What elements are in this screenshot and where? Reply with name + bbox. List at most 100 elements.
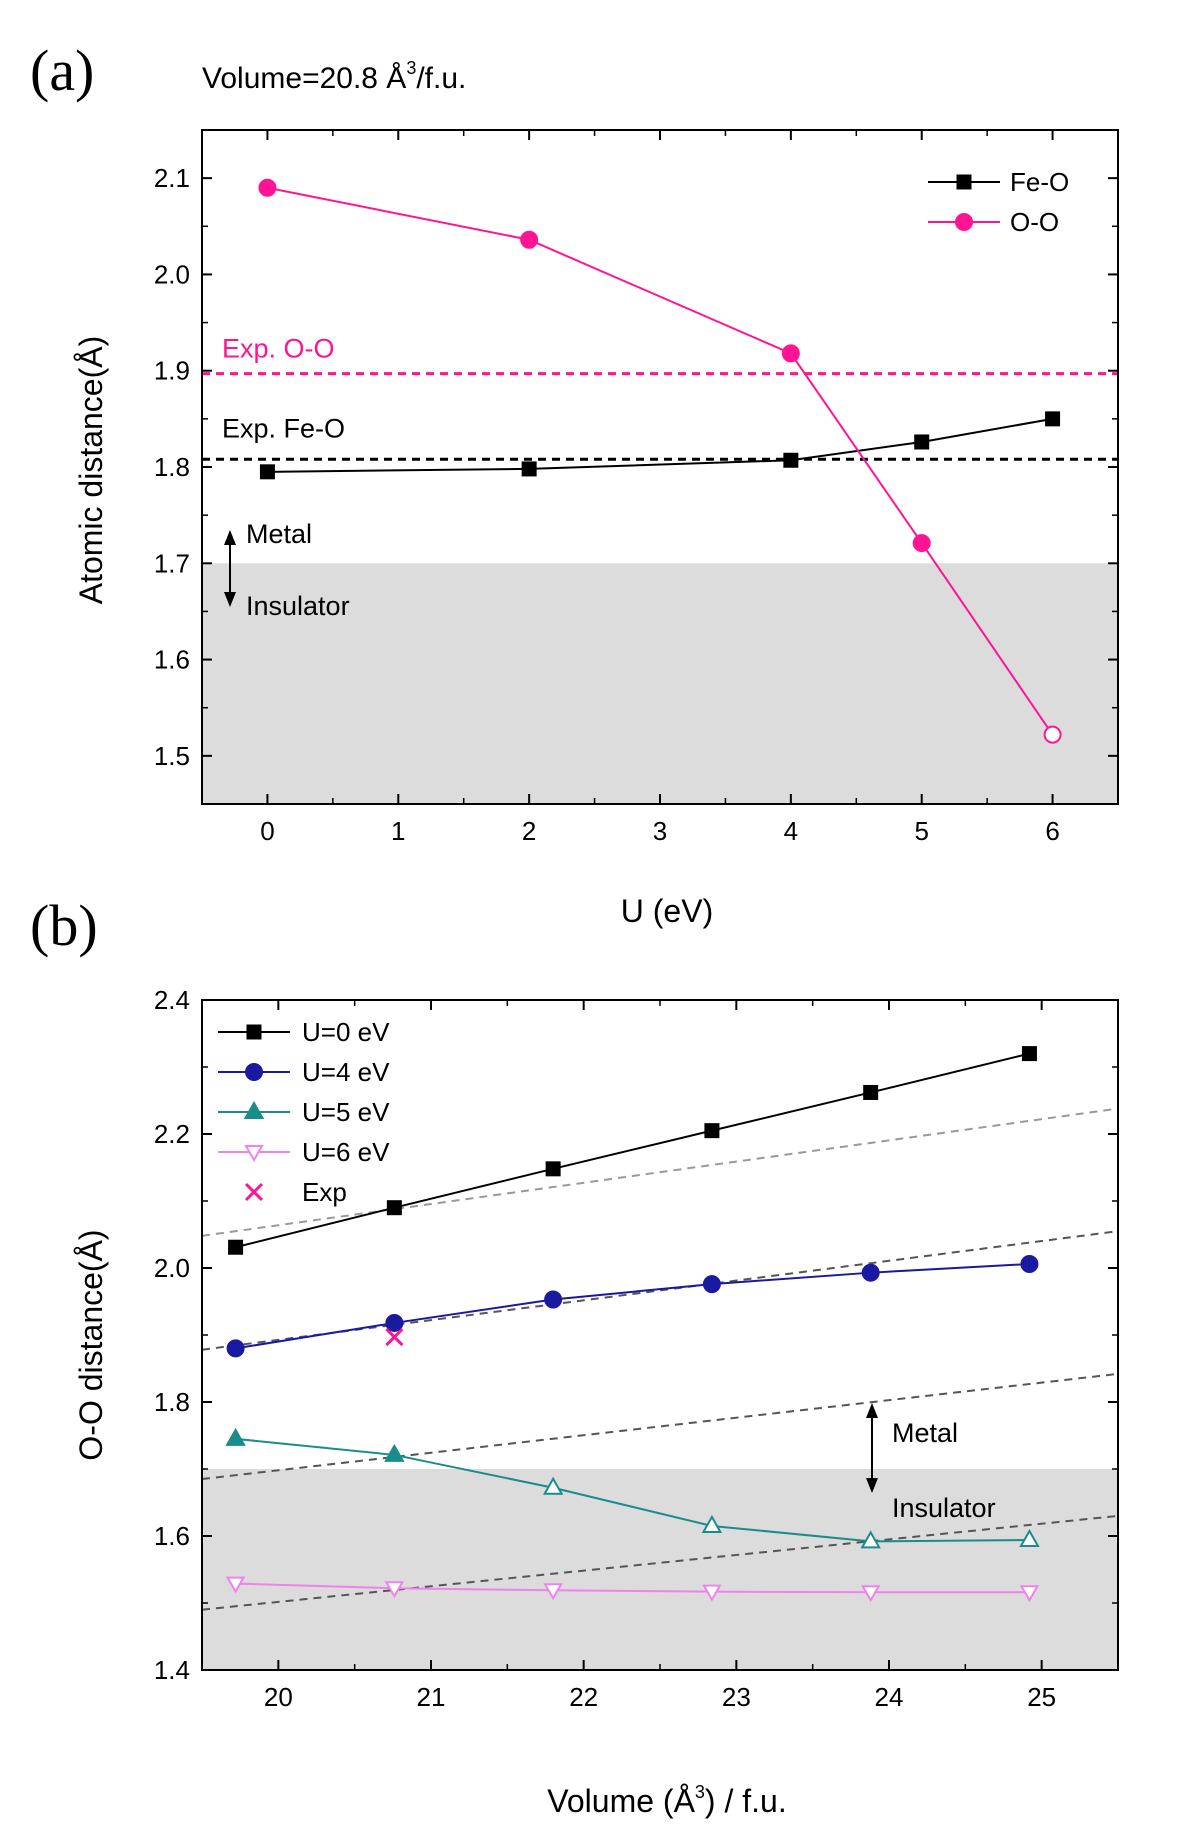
x-tick-label: 23: [722, 1682, 751, 1712]
U=4 eV-point: [385, 1313, 404, 1332]
panel-a-label: (a): [30, 38, 94, 103]
U=0 eV-point: [863, 1084, 879, 1100]
panel-b-label: (b): [30, 893, 98, 958]
U=0 eV-line: [235, 1052, 1030, 1249]
x-axis-title: Volume (Å3) / f.u.: [547, 1782, 786, 1819]
U=5 eV-point: [1019, 1528, 1040, 1548]
x-tick-label: 4: [784, 816, 798, 846]
x-axis-title: U (eV): [621, 893, 713, 929]
U=4 eV-point: [702, 1275, 721, 1294]
U=5 eV-point: [860, 1530, 881, 1549]
x-tick-label: 21: [417, 1682, 446, 1712]
y-tick-label: 1.6: [154, 1521, 190, 1551]
U=4 eV-point: [226, 1339, 245, 1358]
y-tick-label: 2.1: [154, 163, 190, 193]
U=6 eV-point: [860, 1585, 881, 1603]
U=4 eV-point: [1020, 1254, 1039, 1273]
subtitle-tail: /f.u.: [416, 62, 466, 95]
x-tick-label: 20: [264, 1682, 293, 1712]
metal-insulator-arrow: [224, 530, 236, 607]
xlabel-sup: 3: [695, 1782, 705, 1802]
metal-label: Metal: [892, 1418, 958, 1448]
O-O-point: [781, 344, 800, 363]
y-tick-label: 2.2: [154, 1119, 190, 1149]
y-tick-label: 1.8: [154, 452, 190, 482]
y-tick-label: 1.8: [154, 1387, 190, 1417]
exp-oo-label: Exp. O-O: [222, 334, 335, 364]
U=6 eV-line: [235, 1582, 1030, 1594]
O-O-point: [1043, 725, 1062, 744]
x-tick-label: 1: [391, 816, 405, 846]
U=6 eV-point: [543, 1583, 563, 1601]
y-tick-label: 1.5: [154, 741, 190, 771]
Fe-O-point: [259, 464, 275, 480]
U=5 eV-line: [235, 1437, 1030, 1543]
panel-a-subtitle: Volume=20.8 Å3/f.u.: [202, 58, 466, 95]
subtitle-main: Volume=20.8 Å: [202, 62, 406, 95]
x-tick-label: 3: [653, 816, 667, 846]
U=0 eV-point: [545, 1161, 561, 1177]
U=0 eV-point: [386, 1200, 402, 1216]
y-axis-title: Atomic distance(Å): [73, 336, 109, 605]
panel-b: (b) 20 21 22 23 24 25 1.4 1.6 1.8 2.0 2.2 2.4 U=0 e…: [30, 893, 1119, 1819]
y-tick-label: 1.9: [154, 356, 190, 386]
Fe-O-line: [267, 417, 1053, 473]
O-O-point: [258, 178, 277, 197]
insulator-label: Insulator: [892, 1493, 996, 1523]
Fe-O-point: [521, 461, 537, 477]
Fe-O-point: [783, 452, 799, 468]
U=6 eV-legend-label: U=6 eV: [302, 1137, 390, 1167]
U=5 eV-legend-marker: [243, 1100, 265, 1119]
exp-point: [385, 1327, 404, 1347]
x-tick-label: 25: [1027, 1682, 1056, 1712]
U=6 eV-point: [384, 1581, 405, 1599]
Fe-O-legend-marker: [956, 174, 972, 190]
legend: U=0 eV U=4 eV U=5 eV U=6 eV Exp: [218, 1017, 390, 1207]
U=4 eV-legend-marker: [245, 1063, 263, 1081]
x-tick-label: 5: [914, 816, 928, 846]
x-tick-label: 6: [1045, 816, 1059, 846]
insulator-region: [202, 1469, 1118, 1670]
panel-a: (a) Volume=20.8 Å3/f.u. 0 1 2 3 4 5 61.51.61.7…: [30, 38, 1119, 929]
guide-line: [201, 1107, 1119, 1237]
Fe-O-point: [1045, 411, 1061, 427]
U=0 eV-point: [1021, 1046, 1037, 1062]
x-tick-label: 22: [569, 1682, 598, 1712]
O-O-point: [520, 230, 539, 249]
U=0 eV-legend-label: U=0 eV: [302, 1017, 390, 1047]
x-tick-label: 24: [875, 1682, 904, 1712]
xlabel-main: Volume (Å: [547, 1783, 695, 1819]
U=5 eV-point: [225, 1427, 246, 1446]
O-O-point: [912, 534, 931, 553]
U=5 eV-point: [701, 1514, 723, 1533]
metal-insulator-arrow: [866, 1403, 878, 1493]
Exp-legend-label: Exp: [302, 1177, 347, 1207]
y-tick-label: 2.0: [154, 259, 190, 289]
U=0 eV-point: [228, 1239, 244, 1255]
subtitle-sup: 3: [406, 58, 416, 78]
U=4 eV-line: [235, 1262, 1030, 1350]
U=6 eV-point: [702, 1584, 722, 1602]
U=5 eV-point: [542, 1476, 564, 1495]
U=0 eV-legend-marker: [246, 1024, 262, 1040]
U=6 eV-point: [225, 1576, 246, 1594]
O-O-legend-label: O-O: [1010, 207, 1059, 237]
metal-label: Metal: [246, 519, 312, 549]
U=6 eV-point: [1019, 1585, 1040, 1603]
legend: Fe-O O-O: [928, 167, 1069, 237]
U=5 eV-legend-label: U=5 eV: [302, 1097, 390, 1127]
U=0 eV-point: [704, 1123, 720, 1139]
y-tick-label: 2.0: [154, 1253, 190, 1283]
guide-line: [201, 1372, 1119, 1481]
exp-feo-label: Exp. Fe-O: [222, 413, 345, 443]
Fe-O-legend-label: Fe-O: [1010, 167, 1069, 197]
y-tick-label: 1.7: [154, 548, 190, 578]
insulator-label: Insulator: [246, 591, 350, 621]
U=4 eV-legend-label: U=4 eV: [302, 1057, 390, 1087]
insulator-region: [202, 563, 1118, 804]
x-tick-label: 2: [522, 816, 536, 846]
U=4 eV-point: [861, 1263, 880, 1282]
Exp-legend-marker: [244, 1182, 264, 1202]
U=6 eV-legend-marker: [244, 1145, 264, 1163]
